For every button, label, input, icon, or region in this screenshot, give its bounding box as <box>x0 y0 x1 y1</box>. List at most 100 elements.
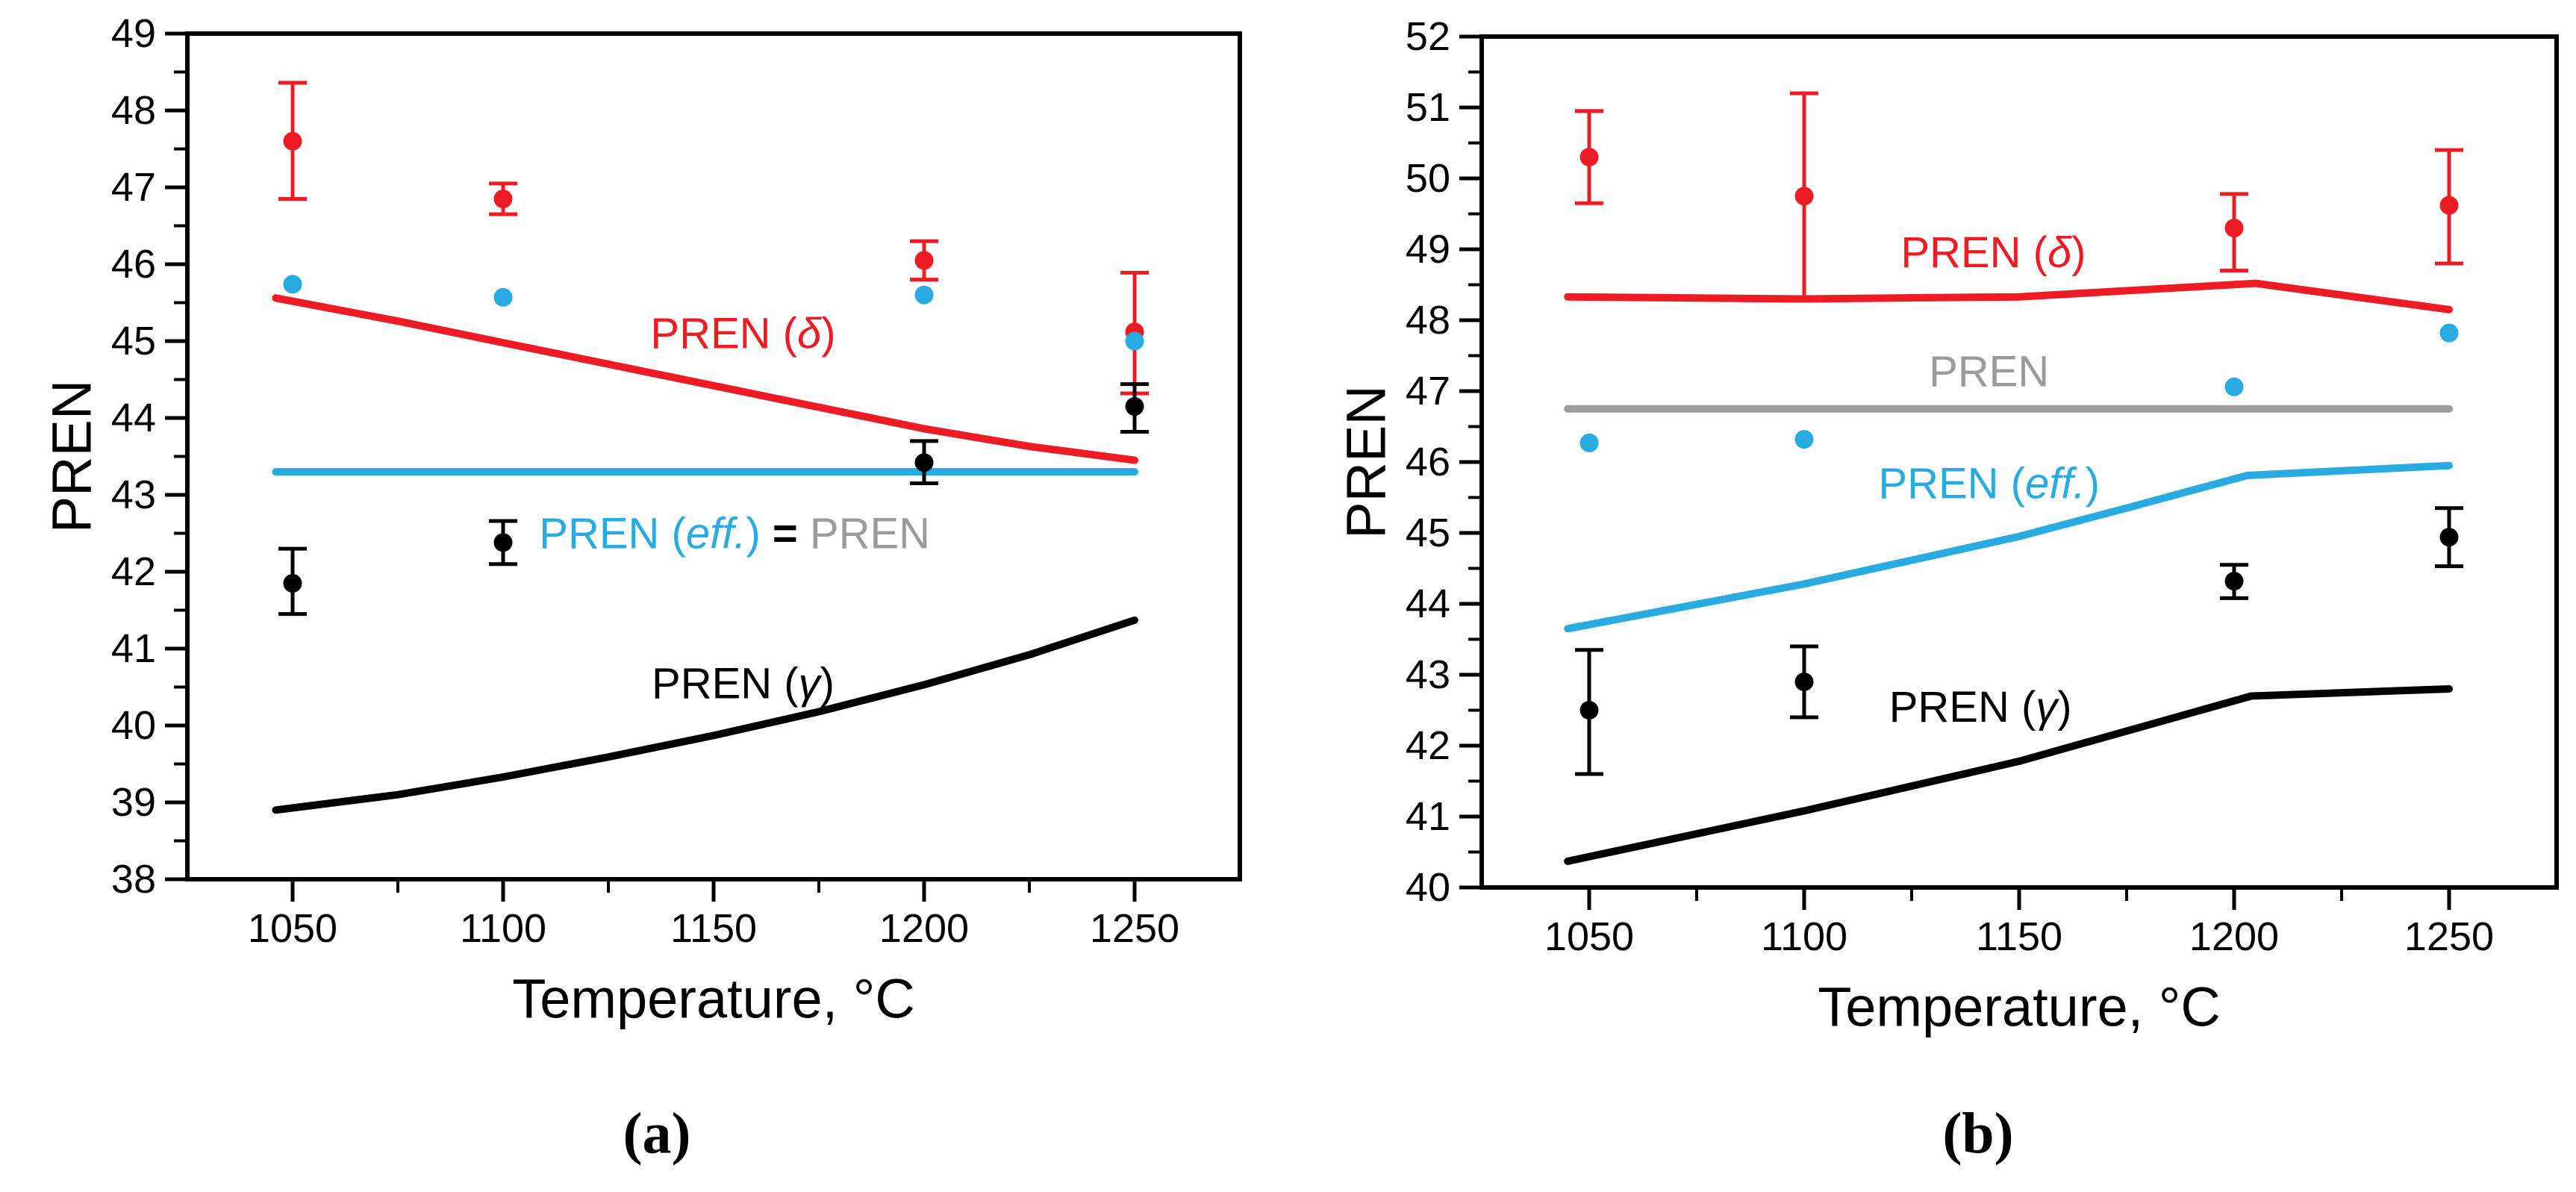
y-tick-label: 51 <box>1406 85 1450 130</box>
y-tick-label: 45 <box>111 319 156 363</box>
data-point-black <box>2439 528 2459 547</box>
y-tick-label: 47 <box>1406 369 1450 414</box>
x-tick-label: 1100 <box>1761 914 1847 959</box>
data-point-blue <box>283 275 302 294</box>
data-point-black <box>2224 572 2244 591</box>
annotation-segment: eff. <box>2025 459 2086 508</box>
annotation-segment: ) <box>2071 228 2086 276</box>
annotation-segment: ) <box>2057 682 2071 731</box>
annotation-segment: ) <box>2086 459 2100 508</box>
data-point-black <box>493 533 513 552</box>
data-point-red <box>1794 187 1814 206</box>
data-point-blue <box>2224 377 2244 396</box>
y-tick-label: 48 <box>1406 298 1450 343</box>
y-tick-label: 44 <box>1406 581 1450 626</box>
y-tick-label: 48 <box>111 88 156 133</box>
y-tick-label: 50 <box>1406 156 1450 201</box>
y-tick-label: 46 <box>111 242 156 287</box>
annotation-segment: ) <box>821 309 835 358</box>
annotation-segment: δ <box>2048 228 2072 276</box>
annotation-label: PREN (eff.) = PREN <box>539 509 930 558</box>
data-point-blue <box>1794 430 1814 449</box>
panel-a: 38 39 40 41 42 43 44 45 46 47 48 49 1050 1100 1150 1200… <box>41 11 1242 1166</box>
y-tick-label: 41 <box>1406 794 1450 839</box>
y-tick-label: 47 <box>111 165 156 210</box>
y-tick-label: 49 <box>111 11 156 56</box>
y-tick-label: 43 <box>111 472 156 517</box>
y-tick-label: 44 <box>111 396 156 440</box>
annotation-segment: PREN <box>1929 347 2049 396</box>
x-axis-title: Temperature, °C <box>1818 976 2221 1038</box>
series-line-blue <box>1564 461 2453 633</box>
x-axis-title: Temperature, °C <box>512 968 915 1030</box>
y-tick-label: 38 <box>111 857 156 902</box>
y-tick-label: 42 <box>111 549 156 594</box>
annotation-segment: γ <box>2036 682 2059 731</box>
panel-caption-a: (a) <box>623 1101 691 1166</box>
annotation-segment: PREN ( <box>652 659 799 708</box>
annotation-segment: eff. <box>686 509 746 558</box>
x-tick-label: 1050 <box>1544 914 1634 959</box>
annotation-label: PREN (γ) <box>1889 682 2072 731</box>
data-point-red <box>2224 219 2244 237</box>
data-point-blue <box>493 287 513 307</box>
y-axis-title: PREN <box>1335 385 1397 539</box>
data-point-black <box>283 573 302 593</box>
data-point-red <box>493 189 513 208</box>
y-axis-title: PREN <box>41 380 103 534</box>
x-tick-label: 1250 <box>1090 906 1179 951</box>
data-point-red <box>283 131 302 151</box>
data-point-black <box>914 453 934 472</box>
y-tick-label: 52 <box>1406 14 1450 59</box>
y-tick-label: 49 <box>1406 227 1450 272</box>
annotation-segment: PREN ( <box>1889 682 2036 731</box>
annotation-label: PREN (δ) <box>1900 228 2086 276</box>
annotation-segment: PREN ( <box>650 309 797 358</box>
annotation-segment: PREN ( <box>539 509 686 558</box>
annotation-segment: γ <box>799 659 823 708</box>
data-point-red <box>1579 148 1599 166</box>
x-tick-label: 1150 <box>1976 914 2062 959</box>
y-tick-label: 40 <box>111 703 156 748</box>
annotation-label: PREN <box>1929 347 2049 396</box>
annotation-segment: PREN ( <box>1878 459 2025 508</box>
data-point-blue <box>2439 323 2459 343</box>
annotation-label: PREN (δ) <box>650 309 835 358</box>
data-point-blue <box>1125 331 1144 351</box>
panel-caption-b: (b) <box>1942 1101 2013 1166</box>
annotation-segment: PREN <box>810 509 930 558</box>
annotation-label: PREN (eff.) <box>1878 459 2100 508</box>
panel-b: 40 41 42 43 44 45 46 47 48 49 50 51 52 1050 1100 1150 12… <box>1335 14 2559 1166</box>
series-line-red <box>1564 279 2453 313</box>
series-line-red <box>272 294 1138 464</box>
y-tick-label: 45 <box>1406 511 1450 555</box>
y-tick-label: 46 <box>1406 440 1450 484</box>
series-line-black <box>272 616 1138 814</box>
y-tick-label: 40 <box>1406 865 1450 910</box>
data-point-blue <box>1579 433 1599 452</box>
y-tick-label: 41 <box>111 626 156 671</box>
x-tick-label: 1150 <box>670 906 757 951</box>
annotation-segment: PREN ( <box>1900 228 2048 276</box>
series-line-black <box>1564 685 2453 865</box>
y-tick-label: 42 <box>1406 723 1450 768</box>
annotation-label: PREN (γ) <box>652 659 835 708</box>
y-tick-label: 43 <box>1406 652 1450 697</box>
annotation-segment: ) <box>820 659 835 708</box>
data-point-blue <box>914 285 934 305</box>
data-point-black <box>1579 701 1599 720</box>
data-point-black <box>1794 673 1814 691</box>
annotation-segment: δ <box>797 309 822 358</box>
data-point-red <box>2439 196 2459 215</box>
x-tick-label: 1250 <box>2404 914 2494 959</box>
x-tick-label: 1050 <box>248 906 337 951</box>
x-tick-label: 1100 <box>460 906 546 951</box>
annotation-segment: ) <box>746 509 760 558</box>
y-tick-label: 39 <box>111 780 156 825</box>
data-point-red <box>914 251 934 270</box>
x-tick-label: 1200 <box>879 906 969 951</box>
annotation-segment: = <box>761 509 810 558</box>
x-tick-label: 1200 <box>2189 914 2279 959</box>
